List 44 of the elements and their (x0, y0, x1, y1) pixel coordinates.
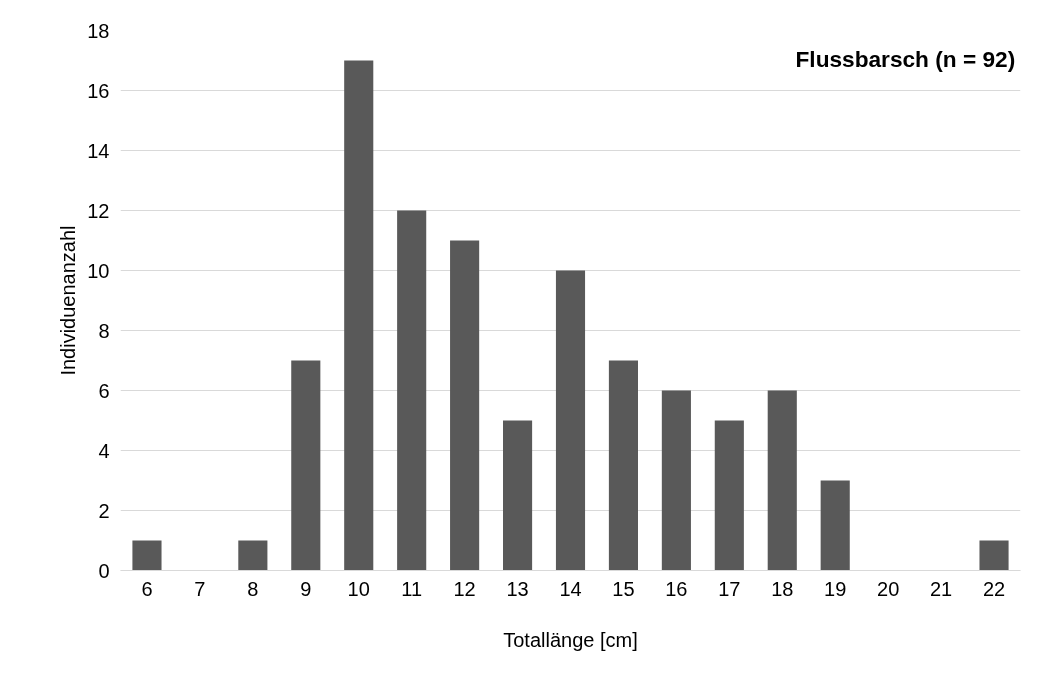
bar (503, 420, 533, 571)
text: Flussbarsch (n = 92) (795, 45, 1016, 72)
x-tick-label: 8 (247, 577, 259, 600)
y-tick-label: 2 (98, 499, 110, 522)
x-tick-label: 15 (612, 577, 635, 600)
bar (661, 390, 691, 571)
y-tick-label: 14 (87, 139, 110, 162)
x-tick-label: 17 (718, 577, 741, 600)
bar (767, 390, 797, 571)
x-axis-title: Totallänge [cm] (503, 628, 638, 651)
y-tick-label: 16 (87, 79, 110, 102)
y-tick-label: 6 (98, 379, 110, 402)
x-tick-label: 13 (506, 577, 529, 600)
bar (132, 540, 162, 571)
bar (397, 210, 427, 571)
bar (555, 270, 586, 571)
y-tick-label: 10 (87, 259, 110, 282)
y-tick-label: 0 (98, 559, 110, 582)
bar (238, 540, 268, 571)
x-tick-label: 12 (453, 577, 476, 600)
x-tick-label: 9 (300, 577, 312, 600)
x-tick-label: 7 (194, 577, 206, 600)
x-tick-label: 10 (347, 577, 370, 600)
x-tick-label: 16 (665, 577, 688, 600)
bar (608, 360, 638, 571)
x-tick-label: 22 (982, 577, 1006, 600)
x-tick-label: 19 (824, 577, 847, 600)
x-tick-label: 20 (877, 577, 900, 600)
y-tick-label: 18 (87, 19, 110, 42)
bar (344, 60, 374, 571)
y-tick-label: 4 (98, 439, 110, 462)
bar (820, 480, 850, 571)
bar (450, 240, 480, 571)
bar (714, 420, 744, 571)
x-tick-label: 11 (401, 577, 423, 600)
bar (291, 360, 321, 571)
y-axis-title: Individuenanzahl (57, 225, 80, 376)
x-tick-label: 21 (929, 577, 953, 600)
x-tick-label: 14 (559, 577, 582, 600)
y-tick-label: 12 (87, 199, 110, 222)
x-tick-label: 18 (771, 577, 794, 600)
y-tick-label: 8 (98, 319, 110, 342)
x-tick-label: 6 (141, 577, 153, 600)
bar (979, 540, 1009, 571)
